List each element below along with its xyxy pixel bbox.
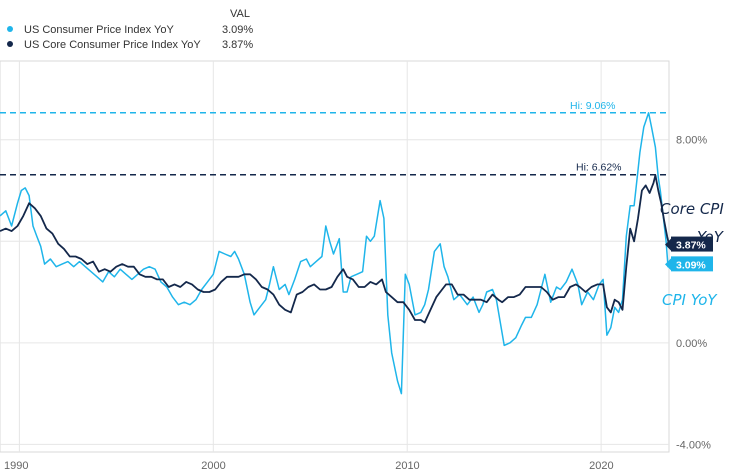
annotation-core-line2: YoY — [697, 228, 725, 246]
end-label-box-0 — [671, 236, 713, 252]
high-label-1: Hi: 6.62% — [576, 162, 622, 174]
legend-cpi-name: US Consumer Price Index YoY — [24, 24, 174, 36]
legend-core-value: 3.87% — [222, 39, 253, 51]
legend-core-name: US Core Consumer Price Index YoY — [24, 39, 201, 51]
end-label-0: 3.87% — [676, 240, 706, 252]
end-labels: 3.87% 3.09% — [665, 236, 713, 272]
legend: VAL US Consumer Price Index YoY 3.09% US… — [7, 8, 253, 51]
end-label-arrow-1 — [665, 258, 671, 271]
x-tick-label-2000: 2000 — [201, 460, 225, 472]
y-tick-label-8.00%: 8.00% — [676, 135, 707, 147]
series-line-1 — [0, 174, 670, 324]
x-tick-label-2010: 2010 — [395, 460, 419, 472]
end-label-arrow-0 — [665, 238, 671, 251]
x-tick-label-2020: 2020 — [589, 460, 613, 472]
legend-header: VAL — [230, 8, 250, 20]
end-label-1: 3.09% — [676, 259, 706, 271]
high-label-0: Hi: 9.06% — [570, 100, 616, 112]
high-lines: Hi: 9.06% Hi: 6.62% — [0, 100, 669, 176]
legend-core-marker — [7, 41, 13, 47]
series-lines — [0, 112, 670, 395]
end-label-box-1 — [671, 256, 713, 272]
annotation-cpi: CPI YoY — [662, 291, 718, 309]
grid — [0, 61, 669, 452]
x-tick-label-1990: 1990 — [4, 460, 28, 472]
legend-cpi-marker — [7, 26, 13, 32]
legend-cpi-value: 3.09% — [222, 24, 253, 36]
y-tick-label--4.00%: -4.00% — [676, 439, 711, 451]
plot-frame — [0, 60, 670, 453]
y-tick-label-0.00%: 0.00% — [676, 338, 707, 350]
annotation-core-line1: Core CPI — [660, 200, 724, 218]
series-line-0 — [0, 112, 670, 395]
